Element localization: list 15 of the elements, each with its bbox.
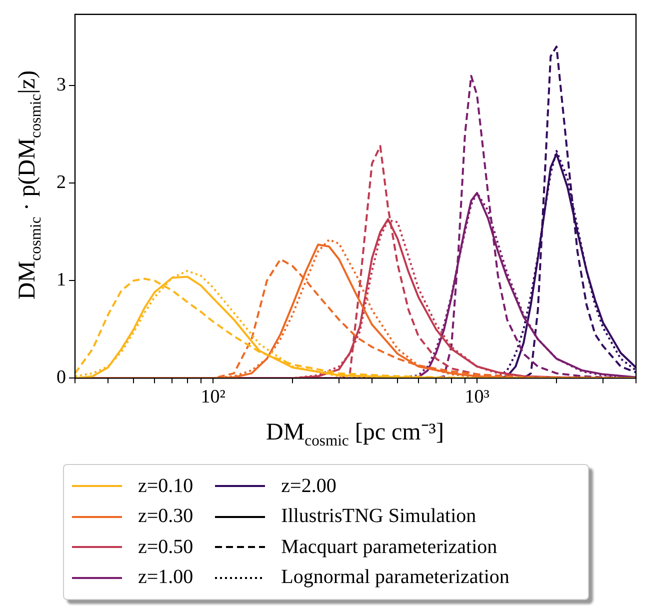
legend-label: Macquart parameterization xyxy=(281,536,498,559)
legend-label: z=2.00 xyxy=(281,474,336,498)
y-tick-label: 0 xyxy=(56,367,66,388)
legend-label: Lognormal parameterization xyxy=(281,566,510,590)
y-tick-label: 2 xyxy=(56,172,66,194)
legend-label: z=0.30 xyxy=(138,505,194,528)
legend-label: z=1.00 xyxy=(138,566,194,590)
y-tick-label: 1 xyxy=(56,270,66,291)
legend-label: IllustrisTNG Simulation xyxy=(281,505,476,528)
x-tick-label: 10² xyxy=(200,386,226,408)
x-tick-label: 10³ xyxy=(464,386,490,408)
legend-label: z=0.10 xyxy=(138,474,194,498)
y-tick-label: 3 xyxy=(56,74,66,96)
legend-label: z=0.50 xyxy=(138,536,194,559)
x-axis-title: DM$_{cosmic}$ [pc cm⁻³] xyxy=(266,418,444,450)
